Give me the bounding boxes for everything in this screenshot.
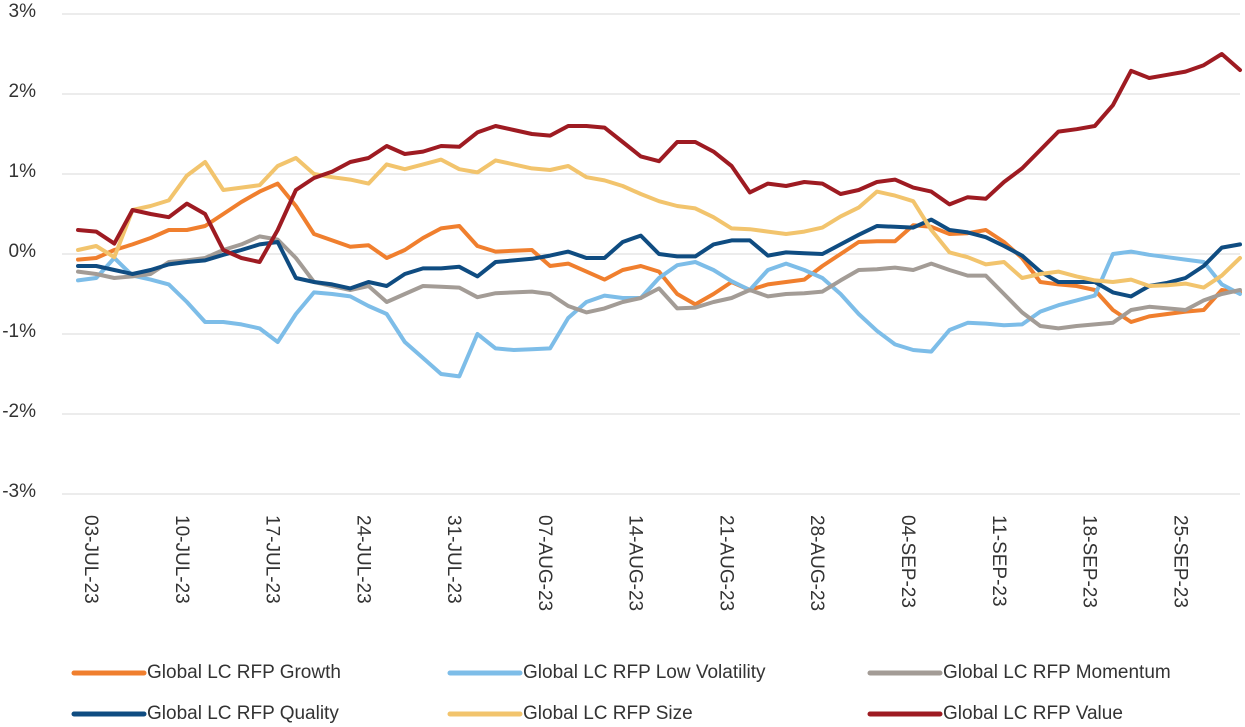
- x-tick-label: 18-SEP-23: [1079, 515, 1100, 608]
- x-tick-label: 31-JUL-23: [443, 515, 464, 604]
- x-tick-label: 24-JUL-23: [352, 515, 373, 604]
- legend-label: Global LC RFP Value: [943, 703, 1123, 724]
- x-tick-label: 07-AUG-23: [534, 515, 555, 611]
- y-tick-label: 1%: [9, 161, 37, 182]
- x-tick-label: 21-AUG-23: [715, 515, 736, 611]
- x-tick-label: 03-JUL-23: [80, 515, 101, 604]
- series-line: [76, 52, 1242, 264]
- x-tick-label: 25-SEP-23: [1169, 515, 1190, 608]
- x-tick-label: 10-JUL-23: [171, 515, 192, 604]
- y-tick-label: -1%: [2, 321, 36, 342]
- legend-item: Global LC RFP Growth: [71, 662, 341, 683]
- legend-item: Global LC RFP Value: [867, 703, 1123, 724]
- legend-label: Global LC RFP Growth: [147, 662, 341, 683]
- legend-item: Global LC RFP Quality: [71, 703, 339, 724]
- series-line: [76, 156, 1242, 290]
- y-tick-label: 3%: [9, 1, 37, 22]
- x-tick-label: 28-AUG-23: [806, 515, 827, 611]
- legend-label: Global LC RFP Low Volatility: [523, 662, 766, 683]
- series-line: [76, 181, 1242, 324]
- y-tick-label: 0%: [9, 241, 37, 262]
- x-tick-label: 17-JUL-23: [262, 515, 283, 604]
- legend-label: Global LC RFP Size: [523, 703, 693, 724]
- legend-label: Global LC RFP Quality: [147, 703, 339, 724]
- y-tick-label: -3%: [2, 481, 36, 502]
- y-tick-label: 2%: [9, 81, 37, 102]
- y-tick-label: -2%: [2, 401, 36, 422]
- x-tick-label: 14-AUG-23: [625, 515, 646, 611]
- legend-item: Global LC RFP Momentum: [867, 662, 1171, 683]
- series-line: [76, 249, 1242, 379]
- x-tick-label: 11-SEP-23: [988, 515, 1009, 607]
- legend-item: Global LC RFP Low Volatility: [447, 662, 766, 683]
- x-tick-label: 04-SEP-23: [897, 515, 918, 608]
- legend-item: Global LC RFP Size: [447, 703, 693, 724]
- legend-label: Global LC RFP Momentum: [943, 662, 1171, 683]
